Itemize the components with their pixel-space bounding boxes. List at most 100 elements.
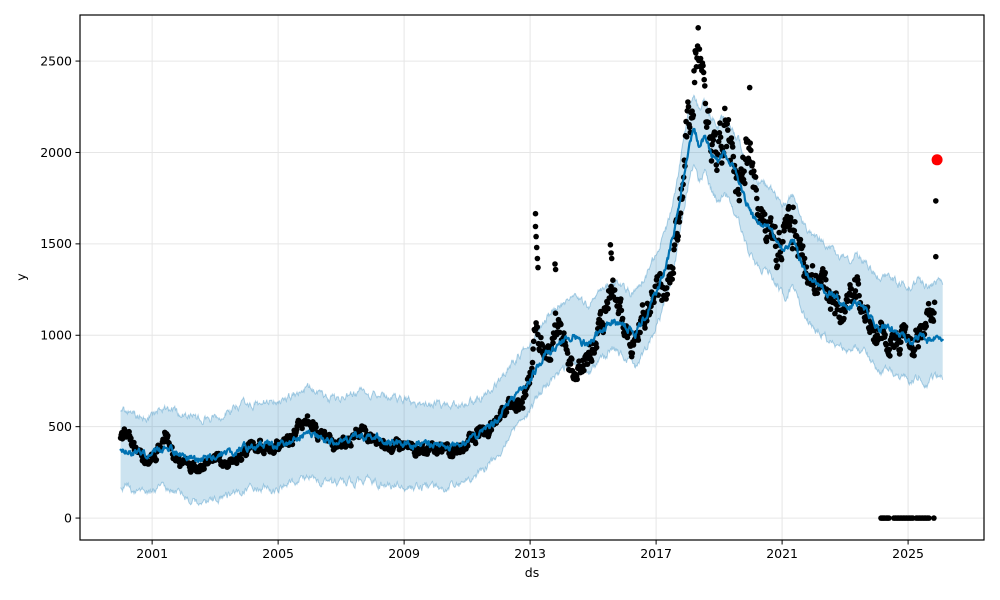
observed-point	[574, 376, 580, 383]
observed-point	[791, 227, 798, 234]
observed-outlier-point	[552, 261, 558, 267]
observed-point	[855, 281, 862, 287]
observed-point	[841, 315, 847, 322]
tick-labels: 2001 2005 2009 2013 2017 2021 2025 0 500 1000 1500…	[40, 53, 924, 561]
observed-zero-point	[886, 515, 892, 521]
observed-point	[165, 432, 171, 439]
observed-point	[588, 358, 595, 365]
observed-point	[706, 107, 712, 114]
observed-point	[742, 180, 748, 187]
tick-marks	[75, 60, 909, 545]
observed-point	[664, 291, 671, 298]
observed-zero-point	[926, 515, 932, 521]
observed-point	[564, 350, 571, 356]
uncertainty-band-edge	[120, 163, 944, 507]
observed-point	[693, 50, 699, 56]
observed-point	[671, 242, 678, 248]
observed-point	[131, 439, 137, 446]
observed-outlier-point	[533, 244, 540, 251]
observed-point	[611, 287, 618, 293]
observed-point	[670, 265, 676, 272]
observed-outlier-point	[535, 264, 541, 271]
observed-point	[702, 100, 709, 107]
observed-point	[675, 233, 681, 240]
observed-point	[708, 158, 715, 164]
x-tick-label-2001: 2001	[136, 546, 168, 561]
observed-point	[472, 440, 479, 447]
observed-point	[722, 105, 728, 112]
observed-point	[550, 340, 556, 346]
observed-point	[342, 444, 349, 450]
observed-outlier-point	[532, 210, 539, 217]
observed-point	[700, 69, 707, 76]
observed-point	[313, 424, 319, 430]
observed-point	[610, 277, 616, 284]
y-axis-label: y	[13, 273, 29, 281]
observed-point	[725, 127, 731, 133]
y-tick-label-1000: 1000	[40, 328, 72, 343]
observed-point	[598, 308, 604, 315]
observed-point	[712, 132, 718, 138]
observed-point	[605, 305, 611, 312]
observed-point	[823, 276, 829, 283]
observed-point	[690, 112, 697, 118]
observed-point	[619, 315, 626, 322]
observed-point	[683, 134, 690, 140]
observed-point	[915, 344, 922, 350]
observed-point	[764, 234, 770, 241]
observed-point	[772, 243, 779, 250]
observed-point	[717, 120, 723, 126]
observed-point	[709, 141, 715, 148]
observed-outlier-point	[532, 223, 539, 230]
observed-point	[883, 342, 890, 348]
observed-point	[691, 79, 698, 86]
observed-point	[700, 62, 706, 69]
observed-point	[569, 356, 575, 362]
observed-point	[624, 334, 631, 341]
observed-point	[642, 325, 648, 331]
observed-point	[797, 236, 804, 243]
observed-outlier-point	[608, 250, 614, 256]
observed-point	[801, 255, 808, 262]
observed-point	[716, 130, 723, 136]
observed-point	[902, 324, 909, 330]
observed-outlier-point	[533, 233, 539, 240]
observed-point	[677, 210, 684, 216]
observed-point	[786, 203, 792, 210]
observed-point	[898, 339, 904, 346]
observed-point	[299, 425, 305, 432]
observed-outlier-point	[790, 204, 796, 211]
observed-point	[714, 167, 720, 174]
observed-point	[304, 413, 311, 419]
observed-point	[128, 435, 134, 442]
observed-point	[852, 288, 859, 294]
observed-outlier-point	[608, 255, 615, 262]
observed-outlier-point	[746, 84, 753, 91]
observed-point	[581, 367, 587, 374]
observed-point	[233, 460, 240, 467]
observed-point	[930, 318, 937, 324]
observed-point	[730, 153, 737, 160]
observed-point	[792, 219, 798, 225]
observed-point	[800, 243, 806, 249]
observed-point	[701, 76, 707, 83]
observed-point	[719, 160, 725, 166]
observed-point	[637, 329, 643, 336]
observed-point	[618, 307, 625, 314]
observed-point	[697, 55, 704, 62]
observed-point	[685, 103, 692, 110]
x-tick-label-2009: 2009	[388, 546, 420, 561]
observed-point	[774, 263, 781, 269]
observed-point	[710, 137, 717, 143]
observed-point	[670, 270, 677, 277]
observed-point	[751, 168, 757, 174]
observed-point	[911, 352, 917, 359]
forecast-line	[119, 127, 944, 463]
observed-point	[780, 238, 786, 245]
observed-point	[786, 222, 793, 229]
y-tick-label-1500: 1500	[40, 236, 72, 251]
observed-point	[715, 138, 722, 145]
observed-point	[931, 310, 937, 316]
y-tick-label-2500: 2500	[40, 53, 72, 68]
observed-outlier-point	[534, 255, 541, 262]
